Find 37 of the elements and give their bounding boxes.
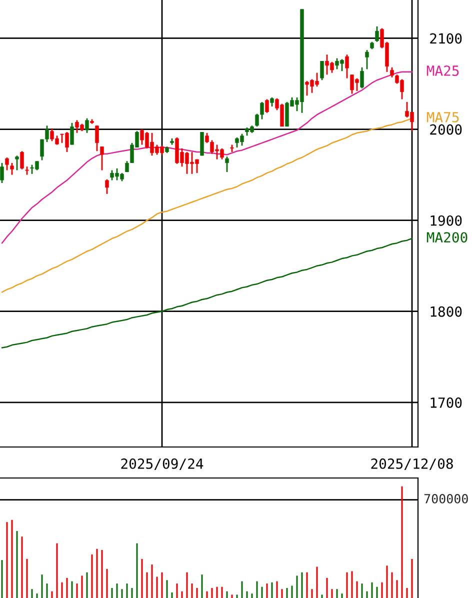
series-label: MA200 <box>426 232 468 243</box>
candlestick <box>260 101 264 120</box>
candlestick <box>345 54 349 79</box>
candlestick <box>100 146 104 171</box>
candlestick <box>360 66 364 90</box>
y-tick-label: 2100 <box>430 33 462 44</box>
candlestick <box>105 178 109 195</box>
series-label: MA75 <box>426 112 459 122</box>
text: 700000 <box>424 494 468 504</box>
candlestick <box>375 26 379 43</box>
candlestick <box>45 124 49 143</box>
y-tick-label: 1900 <box>430 215 462 226</box>
candlestick <box>365 49 369 70</box>
candlestick <box>5 156 9 171</box>
x-tick-label: 2025/09/24 <box>121 458 204 470</box>
candlestick <box>0 162 4 184</box>
candlestick <box>225 156 229 173</box>
line-series <box>1 71 413 244</box>
candlestick <box>85 118 89 134</box>
series-label: MA25 <box>426 65 459 76</box>
candlestick <box>40 138 44 161</box>
x-tick-label: 2025/12/08 <box>371 458 453 470</box>
candlestick <box>10 162 14 176</box>
y-tick-label: 1700 <box>430 397 462 408</box>
candlestick <box>265 98 269 114</box>
candlestick <box>20 150 24 170</box>
candlestick <box>255 113 259 128</box>
candlestick <box>270 96 274 108</box>
line-series <box>1 238 413 348</box>
candlestick <box>205 132 209 144</box>
candlestick <box>70 122 74 146</box>
candlestick <box>320 60 324 81</box>
y-tick-label: 1800 <box>430 306 462 317</box>
y-tick-label: 2000 <box>430 124 462 135</box>
candlestick <box>15 154 19 171</box>
candlestick <box>390 66 394 78</box>
candlestick <box>95 124 99 152</box>
